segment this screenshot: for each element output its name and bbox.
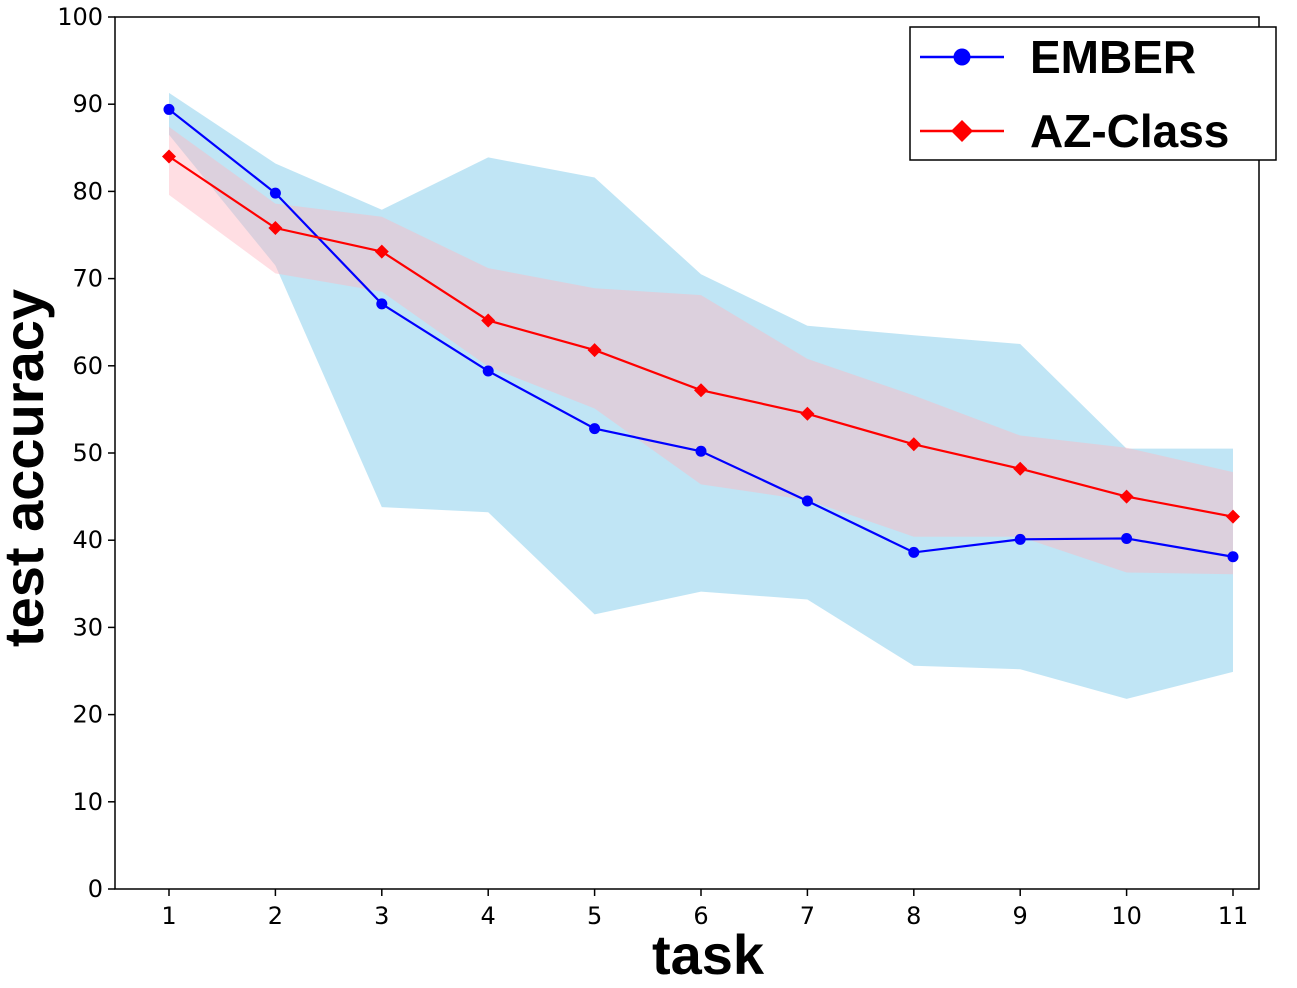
y-tick-label: 70 <box>72 265 103 293</box>
az-class-point <box>268 221 283 236</box>
y-tick-label: 50 <box>72 439 103 467</box>
x-tick-label: 10 <box>1111 902 1142 930</box>
y-tick-label: 100 <box>57 3 103 31</box>
x-tick-label: 9 <box>1013 902 1028 930</box>
az-class-point <box>694 383 708 398</box>
x-tick-label: 4 <box>481 902 496 930</box>
y-axis: 0 10 20 30 40 50 60 70 80 90 100 <box>57 3 115 903</box>
x-tick-label: 1 <box>161 902 176 930</box>
legend-az-class-label: AZ-Class <box>1030 105 1229 157</box>
x-tick-label: 11 <box>1218 902 1249 930</box>
ember-point <box>589 423 601 435</box>
series-markers <box>162 103 1240 563</box>
y-tick-label: 30 <box>72 613 103 641</box>
ember-point <box>163 103 175 115</box>
x-tick-label: 5 <box>587 902 602 930</box>
az-class-point <box>1226 509 1240 524</box>
x-tick-label: 8 <box>906 902 921 930</box>
y-axis-title: test accuracy <box>0 289 55 647</box>
az-class-point <box>906 437 921 452</box>
x-tick-label: 3 <box>374 902 389 930</box>
x-tick-label: 6 <box>693 902 708 930</box>
y-tick-label: 10 <box>72 788 103 816</box>
y-tick-label: 20 <box>72 701 103 729</box>
ember-point <box>482 365 494 377</box>
legend-ember-label: EMBER <box>1030 31 1196 83</box>
ember-point <box>376 298 388 310</box>
y-tick-label: 40 <box>72 526 103 554</box>
ember-point <box>908 546 920 558</box>
az-class-band <box>169 126 1233 575</box>
ember-point <box>695 445 707 457</box>
ember-point <box>1227 551 1239 563</box>
ember-point <box>1121 532 1133 544</box>
legend: EMBER AZ-Class <box>909 26 1277 161</box>
x-axis: 1 2 3 4 5 6 7 8 9 10 11 <box>161 889 1248 930</box>
az-class-point <box>800 406 815 421</box>
az-class-point <box>481 313 496 328</box>
az-class-point <box>1013 461 1028 476</box>
y-tick-label: 90 <box>72 90 103 118</box>
az-class-point <box>1119 489 1134 504</box>
ember-point <box>1014 533 1026 545</box>
x-axis-title: task <box>652 923 765 986</box>
ember-point <box>269 187 281 199</box>
x-tick-label: 2 <box>268 902 283 930</box>
y-tick-label: 80 <box>72 177 103 205</box>
legend-az-class-marker <box>951 120 973 142</box>
az-class-point <box>587 343 602 358</box>
az-class-point <box>374 244 389 259</box>
y-tick-label: 60 <box>72 352 103 380</box>
az-class-point <box>162 149 176 164</box>
y-tick-label: 0 <box>88 875 103 903</box>
legend-box <box>909 26 1277 161</box>
ember-point <box>801 495 813 507</box>
legend-ember-marker <box>953 48 971 66</box>
x-tick-label: 7 <box>800 902 815 930</box>
